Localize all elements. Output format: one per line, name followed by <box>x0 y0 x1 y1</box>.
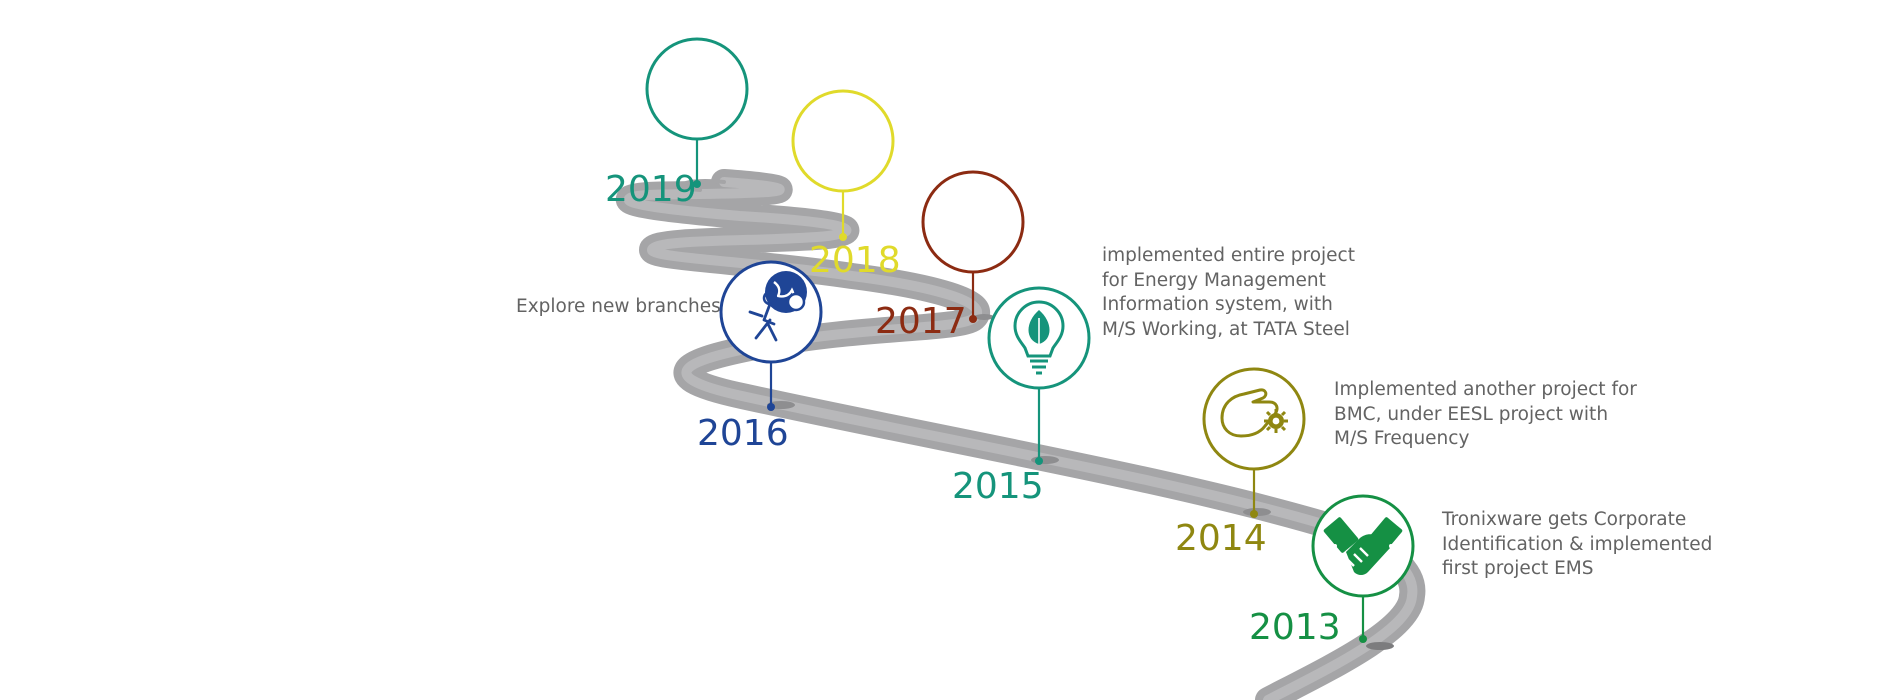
description-2015: implemented entire project for Energy Ma… <box>1102 244 1355 342</box>
description-line: for Energy Management <box>1102 269 1326 291</box>
description-line: Implemented another project for <box>1334 379 1637 400</box>
description-line: Tronixware gets Corporate <box>1442 509 1687 530</box>
empty-circle-icon <box>645 37 749 141</box>
description-line: M/S Frequency <box>1334 428 1470 449</box>
year-label-2017: 2017 <box>875 301 967 342</box>
pin-2019 <box>645 37 749 188</box>
description-line: Explore new branches <box>516 296 721 317</box>
globe-explorer-icon <box>748 271 807 342</box>
description-line: first project EMS <box>1442 558 1594 579</box>
pin-2013 <box>1311 494 1415 643</box>
description-2013: Tronixware gets Corporate Identification… <box>1442 508 1712 582</box>
description-2016: Explore new branches <box>516 295 721 320</box>
pin-2016 <box>719 260 823 411</box>
pin-2017 <box>921 170 1025 323</box>
hand-gear-icon <box>1220 388 1288 438</box>
description-2014: Implemented another project for BMC, und… <box>1334 378 1637 452</box>
leaf-bulb-icon <box>1013 300 1065 375</box>
description-line: implemented entire project <box>1102 245 1355 266</box>
description-line: Information system, with <box>1102 294 1333 315</box>
pin-2014 <box>1202 367 1306 518</box>
year-label-2015: 2015 <box>952 466 1044 507</box>
year-label-2019: 2019 <box>605 169 697 210</box>
pin-2015 <box>987 286 1091 465</box>
description-line: Identification & implemented <box>1442 533 1713 555</box>
road-far-end <box>680 179 726 192</box>
empty-circle-icon <box>921 170 1025 274</box>
description-line: M/S Working, at TATA Steel <box>1102 318 1350 340</box>
year-label-2016: 2016 <box>697 413 789 454</box>
handshake-icon <box>1323 517 1403 575</box>
empty-circle-icon <box>791 89 895 193</box>
description-line: BMC, under EESL project with <box>1334 403 1609 425</box>
pin-shadow <box>1366 642 1394 650</box>
pin-shadow <box>974 314 994 320</box>
year-label-2013: 2013 <box>1249 607 1341 648</box>
year-label-2018: 2018 <box>809 240 901 281</box>
pin-2018 <box>791 89 895 241</box>
year-label-2014: 2014 <box>1175 518 1267 559</box>
road-center-highlight <box>623 177 1418 700</box>
